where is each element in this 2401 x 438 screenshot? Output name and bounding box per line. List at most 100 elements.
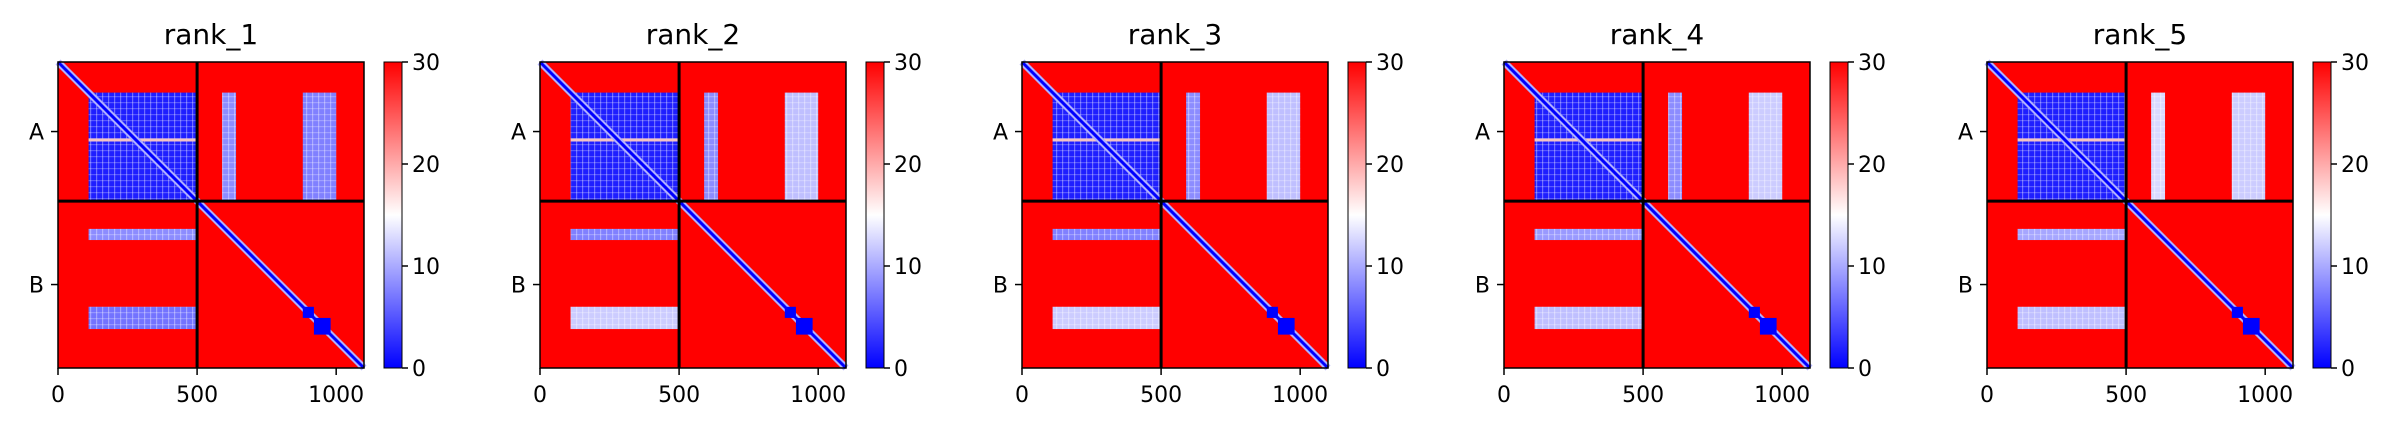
plot-frame — [1503, 61, 1811, 369]
colorbar — [383, 61, 403, 369]
heatmap-band-horizontal — [1534, 138, 1644, 142]
colorbar-tick-label: 0 — [1858, 357, 1872, 382]
x-tick-label: 500 — [1622, 383, 1664, 408]
colorbar-tick-label: 20 — [1376, 153, 1404, 178]
heatmap-diagonal-block-0 — [302, 306, 314, 318]
x-tick-label: 500 — [176, 383, 218, 408]
heatmap-diagonal-block-0 — [2231, 306, 2243, 318]
x-tick-label: 1000 — [1754, 383, 1810, 408]
heatmap-block-texture-1 — [1186, 92, 1201, 202]
heatmap-block-texture-2 — [784, 92, 819, 202]
x-tick-label: 0 — [1015, 383, 1029, 408]
panel-title: rank_3 — [1128, 18, 1222, 51]
colorbar-tick-label: 0 — [2341, 357, 2355, 382]
heatmap-diagonal-block-0 — [784, 306, 796, 318]
colorbar-tick-label: 10 — [1376, 255, 1404, 280]
colorbar-tick-label: 10 — [2341, 255, 2369, 280]
colorbar — [865, 61, 885, 369]
panel-rank_4: rank_4 A B 0 500 1000 0 10 20 30 — [1475, 18, 1886, 408]
heatmap-block-texture-2 — [302, 92, 337, 202]
chain-label-B: B — [511, 274, 526, 299]
x-tick-label: 0 — [1497, 383, 1511, 408]
panel-title: rank_2 — [646, 18, 740, 51]
colorbar-tick-label: 30 — [412, 51, 440, 76]
x-tick-label: 1000 — [790, 383, 846, 408]
panel-rank_5: rank_5 A B 0 500 1000 0 10 20 30 — [1958, 18, 2369, 408]
heatmap-band-horizontal — [2017, 138, 2127, 142]
colorbar-tick-label: 20 — [412, 153, 440, 178]
chain-label-A: A — [1958, 121, 1973, 146]
plot-frame — [539, 61, 847, 369]
heatmap-block-texture-3 — [1534, 228, 1644, 241]
heatmap-diagonal-block-1 — [1759, 317, 1777, 335]
heatmap-block-texture-1 — [2151, 92, 2166, 202]
colorbar-tick-label: 30 — [1376, 51, 1404, 76]
colorbar-tick-label: 20 — [1858, 153, 1886, 178]
panel-title: rank_1 — [164, 18, 258, 51]
plot-frame — [57, 61, 365, 369]
heatmap-block-texture-3 — [570, 228, 680, 241]
colorbar-tick-label: 0 — [412, 357, 426, 382]
chain-label-A: A — [1475, 121, 1490, 146]
x-tick-label: 500 — [658, 383, 700, 408]
chain-label-B: B — [1958, 274, 1973, 299]
chain-label-B: B — [1475, 274, 1490, 299]
colorbar-tick-label: 10 — [1858, 255, 1886, 280]
panel-title: rank_4 — [1610, 18, 1704, 51]
heatmap-block-texture-3 — [2017, 228, 2127, 241]
heatmap-block-texture-1 — [222, 92, 237, 202]
panel-rank_3: rank_3 A B 0 500 1000 0 10 20 30 — [993, 18, 1404, 408]
x-tick-label: 1000 — [2237, 383, 2293, 408]
x-tick-label: 500 — [1140, 383, 1182, 408]
heatmap-diagonal-block-1 — [2242, 317, 2260, 335]
panel-rank_2: rank_2 A B 0 500 1000 0 10 20 30 — [511, 18, 922, 408]
heatmap-band-horizontal — [1052, 138, 1162, 142]
plot-frame — [1986, 61, 2294, 369]
heatmap-band-horizontal — [570, 138, 680, 142]
colorbar — [2312, 61, 2332, 369]
x-tick-label: 0 — [51, 383, 65, 408]
heatmap-block-texture-4 — [1534, 306, 1644, 330]
colorbar-tick-label: 20 — [894, 153, 922, 178]
heatmap-block-texture-2 — [1266, 92, 1301, 202]
chain-label-A: A — [511, 121, 526, 146]
heatmap-block-texture-3 — [88, 228, 198, 241]
heatmap-diagonal-block-0 — [1266, 306, 1278, 318]
plot-frame — [1021, 61, 1329, 369]
colorbar-tick-label: 0 — [894, 357, 908, 382]
chain-label-B: B — [993, 274, 1008, 299]
x-tick-label: 1000 — [1272, 383, 1328, 408]
colorbar-tick-label: 30 — [2341, 51, 2369, 76]
heatmap-block-texture-1 — [1668, 92, 1683, 202]
heatmap-diagonal-block-1 — [795, 317, 813, 335]
chain-label-B: B — [29, 274, 44, 299]
heatmap-block-texture-2 — [1748, 92, 1783, 202]
x-tick-label: 0 — [1980, 383, 1994, 408]
chain-label-A: A — [29, 121, 44, 146]
heatmap-diagonal-block-0 — [1748, 306, 1760, 318]
heatmap-block-texture-2 — [2231, 92, 2266, 202]
heatmap-block-texture-4 — [2017, 306, 2127, 330]
x-tick-label: 500 — [2105, 383, 2147, 408]
heatmap-block-texture-1 — [704, 92, 719, 202]
colorbar-tick-label: 10 — [894, 255, 922, 280]
heatmap-block-texture-3 — [1052, 228, 1162, 241]
colorbar — [1347, 61, 1367, 369]
colorbar-tick-label: 30 — [1858, 51, 1886, 76]
heatmap-block-texture-4 — [88, 306, 198, 330]
heatmap-band-horizontal — [88, 138, 198, 142]
panel-rank_1: rank_1 A B 0 500 1000 0 10 20 30 — [29, 18, 440, 408]
colorbar-tick-label: 30 — [894, 51, 922, 76]
x-tick-label: 0 — [533, 383, 547, 408]
heatmap-block-texture-4 — [570, 306, 680, 330]
heatmap-block-texture-4 — [1052, 306, 1162, 330]
heatmap-diagonal-block-1 — [1277, 317, 1295, 335]
heatmap-diagonal-block-1 — [313, 317, 331, 335]
colorbar-tick-label: 0 — [1376, 357, 1390, 382]
colorbar-tick-label: 10 — [412, 255, 440, 280]
panel-title: rank_5 — [2093, 18, 2187, 51]
x-tick-label: 1000 — [308, 383, 364, 408]
colorbar-tick-label: 20 — [2341, 153, 2369, 178]
colorbar — [1829, 61, 1849, 369]
